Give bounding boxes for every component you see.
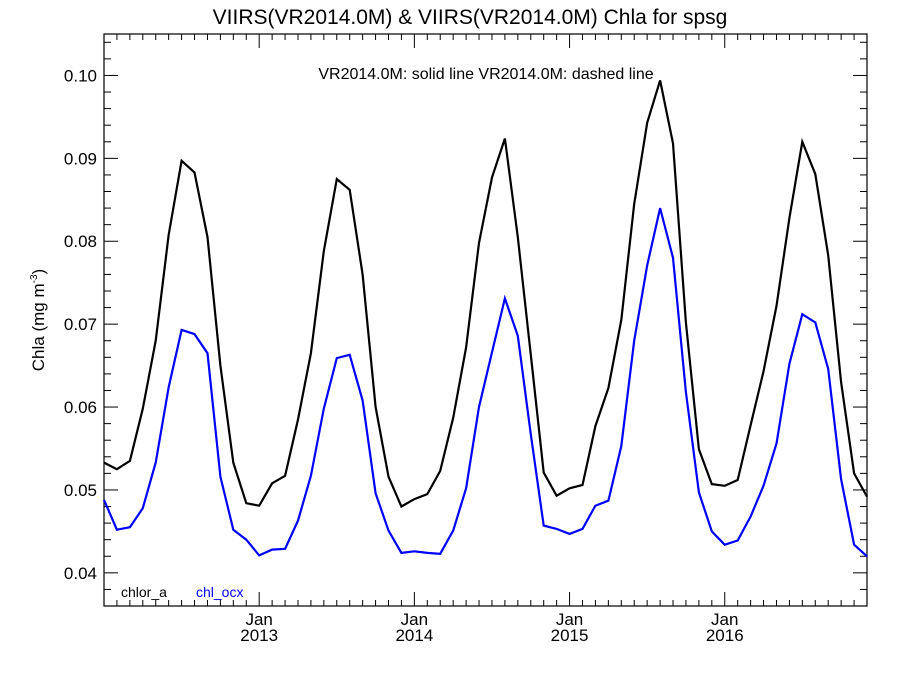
line-style-annotation: VR2014.0M: solid line VR2014.0M: dashed … bbox=[318, 66, 653, 83]
y-tick-label: 0.04 bbox=[64, 564, 97, 583]
y-axis-label-close: ) bbox=[29, 269, 48, 275]
y-axis-label-text: Chla (mg m bbox=[29, 283, 48, 371]
x-tick-year-label: 2013 bbox=[240, 626, 278, 645]
series-line-chl-ocx bbox=[102, 207, 868, 558]
y-axis-label: Chla (mg m-3) bbox=[29, 269, 48, 371]
x-tick-month-label: Jan bbox=[401, 610, 428, 629]
y-tick-label: 0.05 bbox=[64, 481, 97, 500]
y-tick-label: 0.09 bbox=[64, 149, 97, 168]
y-tick-label: 0.10 bbox=[64, 66, 97, 85]
y-axis-label-superscript: -3 bbox=[29, 274, 40, 283]
series-layer bbox=[102, 80, 868, 558]
x-tick-month-label: Jan bbox=[245, 610, 272, 629]
y-tick-label: 0.07 bbox=[64, 315, 97, 334]
y-axis: 0.04 0.05 0.06 0.07 0.08 0.09 0.10 bbox=[64, 41, 867, 607]
x-tick-month-label: Jan bbox=[556, 610, 583, 629]
y-tick-label: 0.06 bbox=[64, 398, 97, 417]
x-tick-year-label: 2016 bbox=[706, 626, 744, 645]
x-tick-year-label: 2014 bbox=[395, 626, 433, 645]
x-tick-month-label: Jan bbox=[711, 610, 738, 629]
y-tick-label: 0.08 bbox=[64, 232, 97, 251]
legend-chlor-a: chlor_a bbox=[121, 584, 167, 600]
plot-frame bbox=[103, 33, 868, 607]
chart-title: VIIRS(VR2014.0M) & VIIRS(VR2014.0M) Chla… bbox=[213, 6, 728, 29]
x-tick-year-label: 2015 bbox=[551, 626, 589, 645]
legend-chl-ocx: chl_ocx bbox=[196, 584, 243, 600]
series-line-chlor-a bbox=[103, 80, 868, 509]
